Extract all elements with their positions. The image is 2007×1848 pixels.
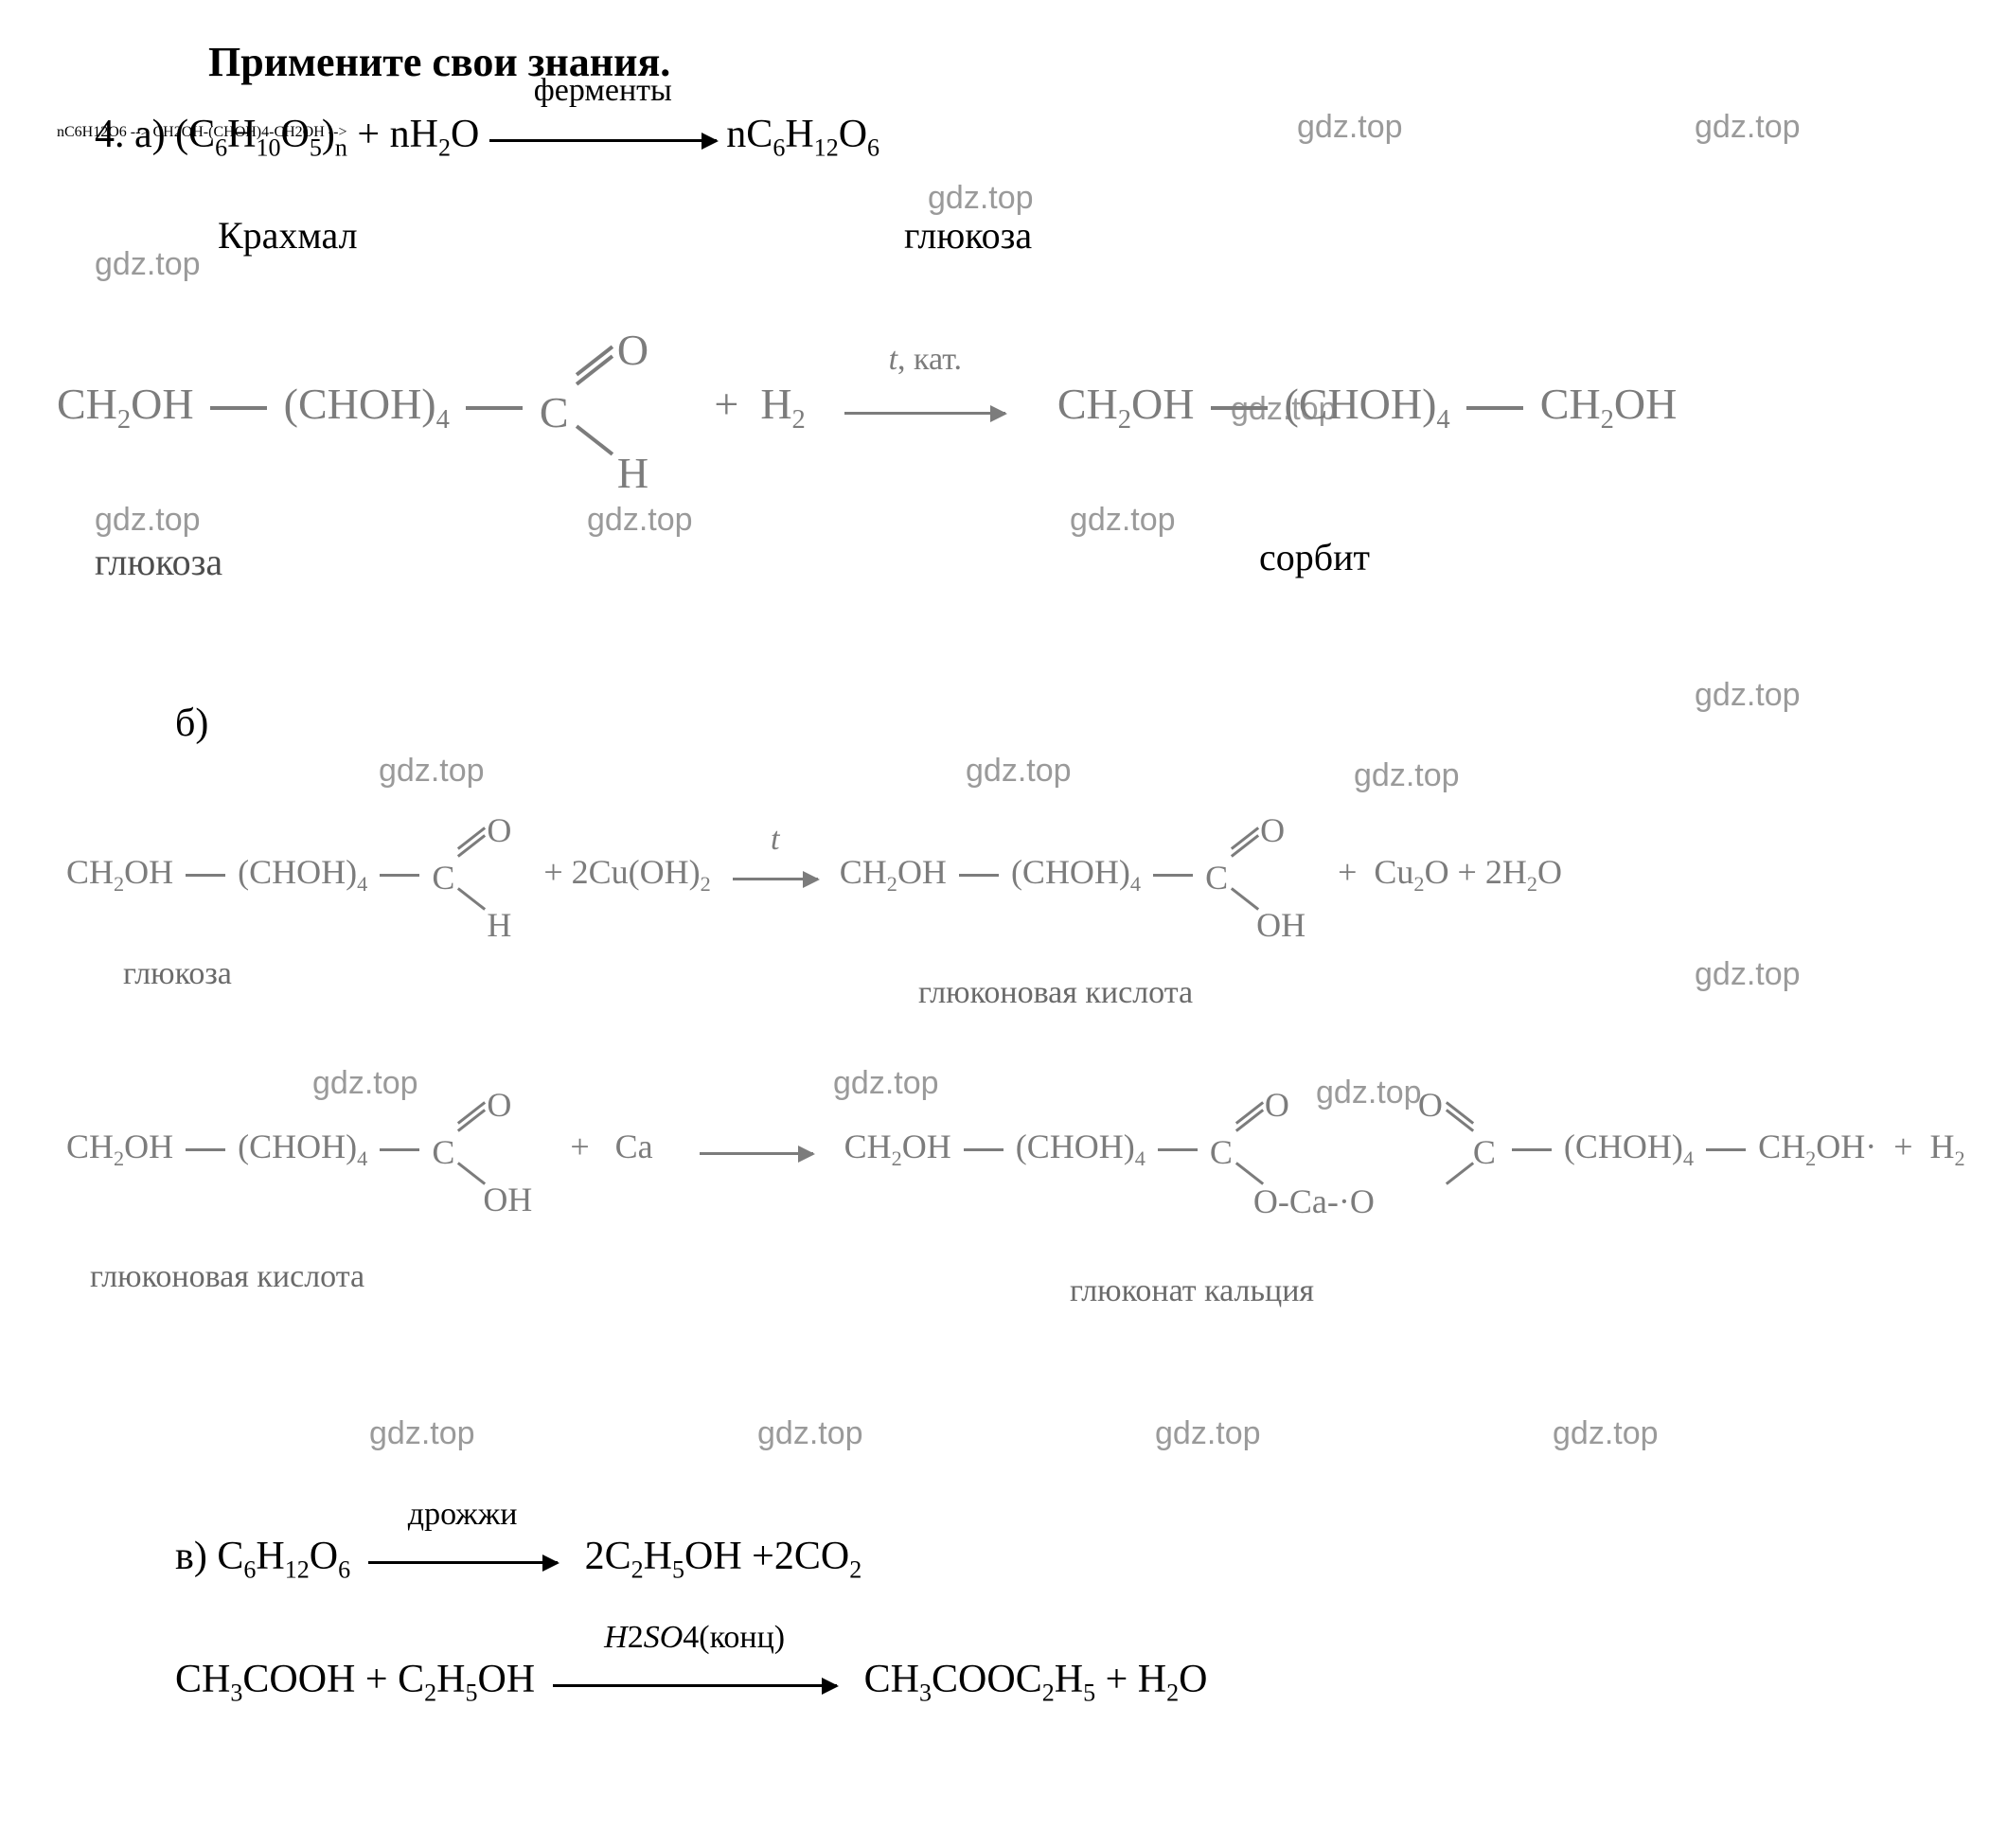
label-gluconic-acid-b2: глюконовая кислота xyxy=(90,1259,364,1295)
label-sorbit: сорбит xyxy=(1259,535,1370,579)
part-c-eq2: CH3COOH + C2H5OH H2SO4(конц) CH3COOC2H5 … xyxy=(175,1657,1207,1707)
part-a-eq2: CH2OH (CHOH)4 C O H + H2 t, кат. CH2OH (… xyxy=(57,379,1677,435)
carboxylate-left: C O O-Ca-·O xyxy=(1210,1149,1291,1150)
part-b-eq2: CH2OH (CHOH)4 C O OH + Ca CH2OH (CHOH)4 … xyxy=(66,1127,1965,1171)
label-glucose-a: глюкоза xyxy=(95,540,222,584)
carboxylate-right: O C xyxy=(1450,1149,1532,1150)
part-c-eq1: в) C6H12O6 дрожжи 2C2H5OH +2CO2 xyxy=(175,1534,861,1584)
watermark-text: gdz.top xyxy=(1316,1075,1422,1111)
watermark-text: gdz.top xyxy=(966,753,1072,790)
part-a-label: 4. а) xyxy=(95,113,175,156)
watermark-text: gdz.top xyxy=(1695,109,1801,146)
eq2-choh4-l: (CHOH)4 xyxy=(284,380,450,428)
label-starch: Крахмал xyxy=(218,213,358,258)
watermark-text: gdz.top xyxy=(95,502,201,539)
eq2-ch2oh-r2: CH2OH xyxy=(1540,380,1678,428)
arrow-t-b1: t xyxy=(733,856,818,896)
watermark-text: gdz.top xyxy=(95,246,201,283)
aldehyde-group-b1: C O H xyxy=(432,875,511,876)
part-c-label: в) xyxy=(175,1535,217,1578)
arrow-ferments: ферменты xyxy=(489,115,717,160)
part-a-eq1-left: (C6H10O5)n + nH2O xyxy=(175,113,489,156)
watermark-text: gdz.top xyxy=(1553,1415,1659,1452)
part-a-eq1-right: nC6H12O6 xyxy=(726,113,879,156)
eq2-choh4-r: (CHOH)4 xyxy=(1284,380,1449,428)
watermark-text: gdz.top xyxy=(928,180,1034,217)
watermark-text: gdz.top xyxy=(757,1415,863,1452)
arrow-h2so4: H2SO4(конц) xyxy=(553,1660,837,1705)
watermark-text: gdz.top xyxy=(1695,956,1801,993)
part-b-label: б) xyxy=(175,701,208,746)
eq2-ch2oh-l: CH2OH xyxy=(57,380,194,428)
label-glucose-top: глюкоза xyxy=(904,213,1032,258)
label-ca-gluconate: глюконат кальция xyxy=(1070,1273,1314,1309)
aldehyde-group-a: C O H xyxy=(540,408,644,409)
part-b-eq1: CH2OH (CHOH)4 C O H + 2Cu(OH)2 t CH2OH (… xyxy=(66,852,1562,897)
page-root: Примените свои знания. gdz.top gdz.top gdz… xyxy=(0,0,2007,1848)
eq2-ch2oh-r1: CH2OH xyxy=(1036,380,1195,428)
part-a-eq1: 4. а) (C6H10O5)n + nH2O ферменты nC6H12O… xyxy=(95,112,879,162)
watermark-text: gdz.top xyxy=(587,502,693,539)
arrow-b2 xyxy=(700,1130,813,1170)
watermark-text: gdz.top xyxy=(1297,109,1403,146)
arrow-t-cat: t, кат. xyxy=(844,383,1005,434)
watermark-text: gdz.top xyxy=(1695,677,1801,714)
arrow-ferments-label: ферменты xyxy=(534,73,672,109)
watermark-text: gdz.top xyxy=(1155,1415,1261,1452)
heading-apply-knowledge: Примените свои знания. xyxy=(208,38,1950,86)
carboxyl-group-b1: C O OH xyxy=(1205,875,1298,876)
plus-h2: + H2 xyxy=(692,380,805,428)
watermark-text: gdz.top xyxy=(369,1415,475,1452)
watermark-text: gdz.top xyxy=(833,1065,939,1102)
label-glucose-b: глюкоза xyxy=(123,956,232,992)
watermark-text: gdz.top xyxy=(1070,502,1176,539)
carboxyl-group-b2l: C O OH xyxy=(432,1149,524,1150)
watermark-text: gdz.top xyxy=(312,1065,418,1102)
arrow-yeast: дрожжи xyxy=(368,1537,558,1582)
watermark-text: gdz.top xyxy=(1354,757,1460,794)
label-gluconic-acid-b1: глюконовая кислота xyxy=(918,975,1193,1011)
watermark-text: gdz.top xyxy=(379,753,485,790)
